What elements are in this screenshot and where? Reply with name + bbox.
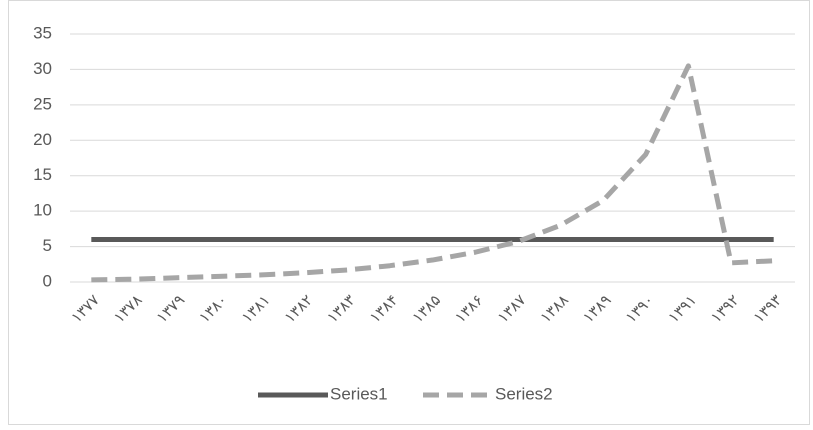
y-tick-label: 30: [33, 59, 52, 78]
y-tick-label: 25: [33, 94, 52, 113]
y-tick-label: 0: [43, 271, 52, 290]
y-tick-label: 35: [33, 23, 52, 42]
y-tick-label: 10: [33, 201, 52, 220]
y-tick-label: 5: [43, 236, 52, 255]
legend-label: Series2: [495, 384, 553, 403]
y-tick-label: 20: [33, 130, 52, 149]
y-tick-label: 15: [33, 165, 52, 184]
chart-frame: [8, 0, 810, 425]
series-line: [91, 63, 774, 283]
legend-label: Series1: [330, 384, 388, 403]
